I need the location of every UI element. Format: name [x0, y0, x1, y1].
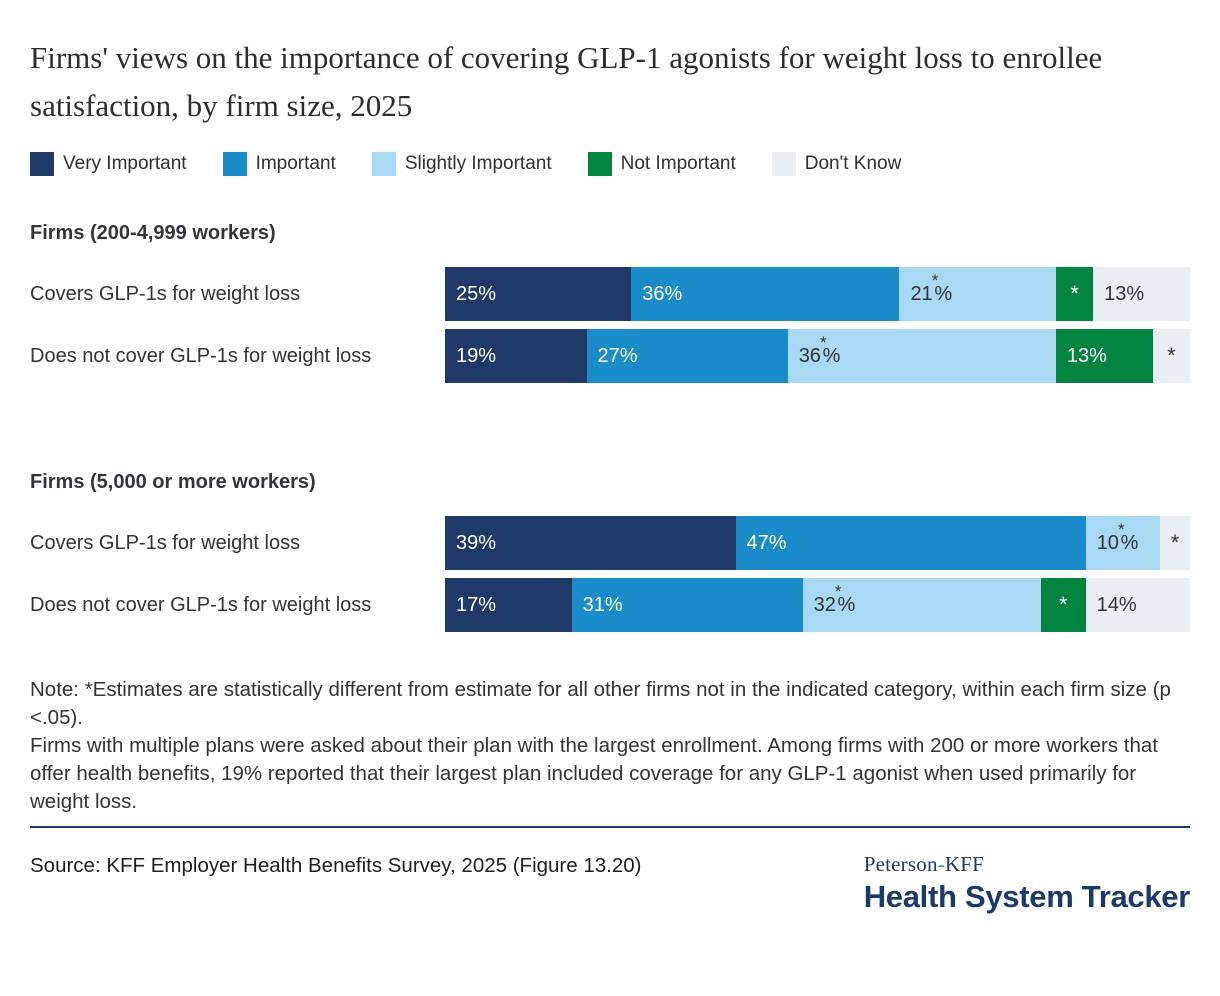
logo-kff-text: KFF: [944, 852, 984, 877]
legend-item-slightly-important: Slightly Important: [371, 152, 552, 177]
bar-segment-slightly-important: 10*%: [1085, 516, 1161, 571]
legend-item-not-important: Not Important: [587, 152, 736, 177]
significance-asterisk: *: [931, 271, 939, 290]
bar-segment-value: 21*%: [910, 271, 953, 305]
legend-label: Very Important: [63, 153, 187, 175]
significance-asterisk: *: [819, 333, 827, 352]
bar-group-firms-200-4-999-workers: Firms (200-4,999 workers) Covers GLP-1s f…: [30, 222, 1190, 384]
legend-label: Not Important: [620, 153, 736, 175]
legend-swatch-important: [222, 152, 247, 177]
bar-segment-value: *: [1170, 530, 1180, 556]
peterson-kff-logo: Peterson-KFF Health System Tracker: [863, 852, 1191, 915]
legend-item-very-important: Very Important: [30, 152, 187, 177]
bar-segment-value: *: [1070, 281, 1079, 307]
note-line-methodology: Firms with multiple plans were asked abo…: [30, 734, 1158, 814]
bar-segment-very-important: 19%: [445, 329, 587, 384]
logo-hyphen: -: [937, 852, 945, 877]
chart-note: Note: *Estimates are statistically diffe…: [30, 676, 1190, 816]
legend-swatch-not-important: [587, 152, 612, 177]
bar-segment-slightly-important: 32*%: [802, 578, 1041, 633]
bar-row-label: Covers GLP-1s for weight loss: [30, 531, 301, 554]
bar-segment-value: 32*%: [813, 582, 856, 616]
bar-segment-value: 17%: [456, 593, 497, 616]
bar-segment-not-important: 13%: [1055, 329, 1153, 384]
bar-segment-not-important: *: [1040, 578, 1086, 633]
bar-row-label: Covers GLP-1s for weight loss: [30, 282, 301, 305]
bar-segment-value: 47%: [746, 531, 787, 554]
figure-page: Firms' views on the importance of coveri…: [0, 34, 1220, 915]
bar-segment-very-important: 39%: [445, 516, 736, 571]
bar-segment-important: 47%: [735, 516, 1086, 571]
legend-swatch-slightly-important: [371, 152, 396, 177]
group-title: Firms (200-4,999 workers): [30, 222, 276, 245]
bar-row-label: Does not cover GLP-1s for weight loss: [30, 344, 372, 367]
bar-segment-important: 31%: [571, 578, 803, 633]
bar-segment-value: 39%: [456, 531, 497, 554]
bar-rows: Covers GLP-1s for weight loss 25% 36% 21*% *…: [30, 267, 1190, 384]
legend: Very Important Important Slightly Importan…: [30, 152, 1190, 177]
legend-item-dont-know: Don't Know: [771, 152, 902, 177]
bar-segment-don-t-know: 14%: [1085, 578, 1190, 633]
bar-segment-value: 10*%: [1096, 520, 1139, 554]
bar-segment-don-t-know: 13%: [1093, 267, 1190, 322]
bar-segment-value: 13%: [1104, 282, 1145, 305]
bar-row: Does not cover GLP-1s for weight loss 17%…: [30, 578, 1190, 633]
significance-asterisk: *: [1117, 520, 1125, 539]
bar-segment-very-important: 17%: [445, 578, 572, 633]
bar-segment-value: 27%: [597, 344, 638, 367]
bar-segment-value: *: [1059, 592, 1068, 618]
stacked-bar: 39% 47% 10*% *: [445, 516, 1190, 571]
legend-label: Don't Know: [804, 153, 902, 175]
note-line-significance: Note: *Estimates are statistically diffe…: [30, 678, 1171, 730]
bar-segment-very-important: 25%: [445, 267, 632, 322]
bar-segment-important: 36%: [631, 267, 900, 322]
bar-row: Covers GLP-1s for weight loss 25% 36% 21*% *…: [30, 267, 1190, 322]
stacked-bar-chart: Firms (200-4,999 workers) Covers GLP-1s f…: [30, 222, 1190, 633]
logo-peterson-text: Peterson: [863, 852, 938, 877]
legend-label: Slightly Important: [404, 153, 552, 175]
bar-segment-slightly-important: 36*%: [787, 329, 1056, 384]
bar-segment-value: 36%: [642, 282, 683, 305]
legend-swatch-dont-know: [771, 152, 796, 177]
bar-segment-not-important: *: [1055, 267, 1094, 322]
bar-segment-value: 19%: [456, 344, 497, 367]
bar-segment-value: 31%: [582, 593, 623, 616]
bar-segment-value: 14%: [1096, 593, 1137, 616]
bar-segment-don-t-know: *: [1152, 329, 1190, 384]
logo-peterson-kff: Peterson-KFF: [864, 852, 1190, 877]
stacked-bar: 25% 36% 21*% * 13%: [445, 267, 1190, 322]
group-title: Firms (5,000 or more workers): [30, 471, 316, 494]
chart-title: Firms' views on the importance of coveri…: [30, 40, 1103, 124]
bar-group-firms-5-000-or-more-workers: Firms (5,000 or more workers) Covers GLP-…: [30, 471, 1190, 633]
stacked-bar: 17% 31% 32*% * 14%: [445, 578, 1190, 633]
significance-asterisk: *: [834, 582, 842, 601]
logo-health-system-tracker: Health System Tracker: [863, 879, 1191, 915]
bar-segment-value: *: [1167, 343, 1176, 369]
bar-rows: Covers GLP-1s for weight loss 39% 47% 10*% *…: [30, 516, 1190, 633]
bar-segment-important: 27%: [586, 329, 788, 384]
bar-segment-value: 36*%: [798, 333, 841, 367]
footer-divider: [30, 826, 1190, 829]
bar-segment-value: 13%: [1066, 344, 1107, 367]
source-text: Source: KFF Employer Health Benefits Sur…: [30, 854, 642, 878]
stacked-bar: 19% 27% 36*% 13% *: [445, 329, 1190, 384]
bar-row: Covers GLP-1s for weight loss 39% 47% 10*% *: [30, 516, 1190, 571]
bar-row-label: Does not cover GLP-1s for weight loss: [30, 593, 372, 616]
bar-segment-don-t-know: *: [1160, 516, 1190, 571]
bar-segment-value: 25%: [456, 282, 497, 305]
legend-item-important: Important: [222, 152, 336, 177]
bar-row: Does not cover GLP-1s for weight loss 19%…: [30, 329, 1190, 384]
bar-segment-slightly-important: 21*%: [899, 267, 1056, 322]
legend-swatch-very-important: [30, 152, 54, 177]
footer: Source: KFF Employer Health Benefits Sur…: [30, 852, 1190, 915]
legend-label: Important: [255, 153, 336, 175]
